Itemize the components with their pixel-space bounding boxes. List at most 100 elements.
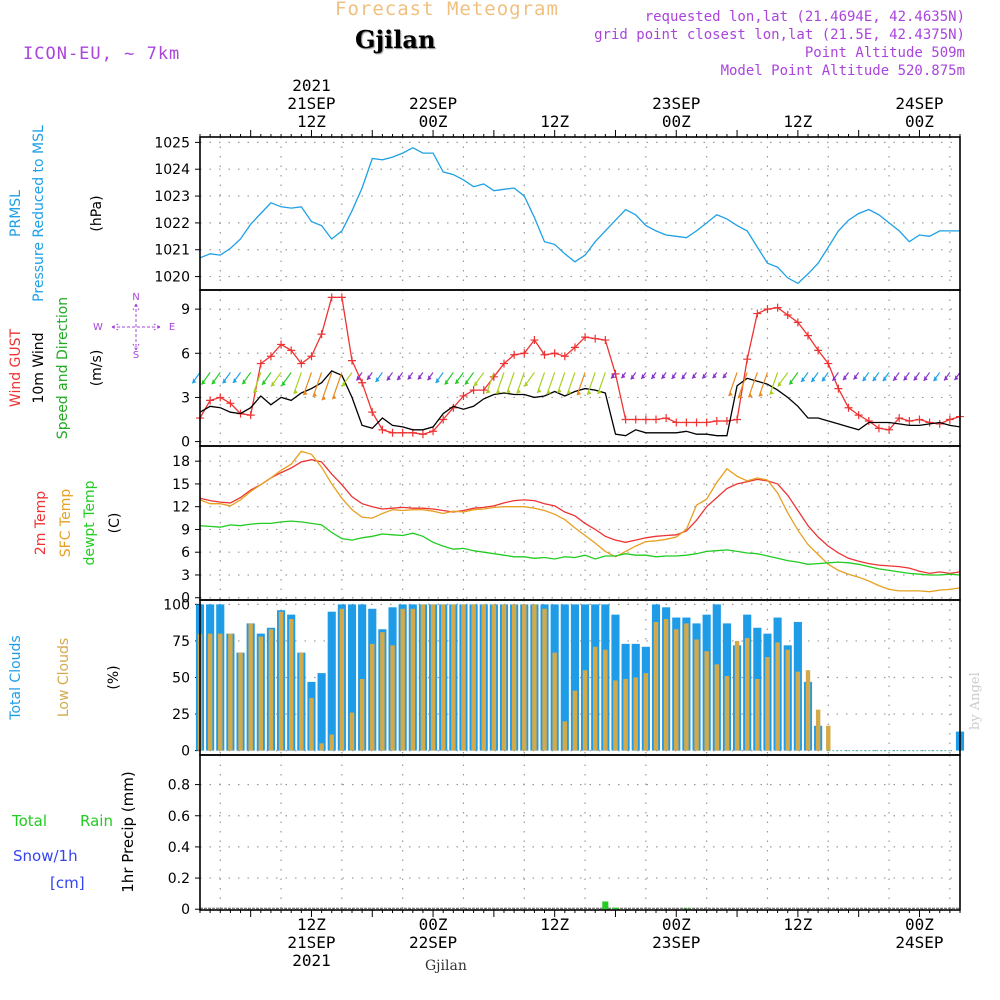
- total-cloud-bar: [570, 604, 579, 751]
- wind-arrow-head: [722, 373, 727, 379]
- y-tick-label: 6: [181, 545, 190, 561]
- location-title: Gjilan: [355, 25, 436, 54]
- ylabel-temperature-2: dewpt Temp: [82, 480, 98, 565]
- ylabel-temperature-1: SFC Temp: [58, 489, 74, 558]
- low-cloud-bar: [633, 677, 638, 751]
- wind-arrow-head: [271, 381, 276, 387]
- wind-arrow-head: [769, 389, 774, 395]
- ylabel-wind-2: Speed and Direction: [55, 297, 71, 439]
- wind-arrow-head: [232, 377, 237, 383]
- wind-arrow-head: [789, 379, 794, 385]
- low-cloud-bar: [795, 671, 801, 751]
- low-cloud-bar: [582, 670, 588, 751]
- low-cloud-bar: [562, 721, 568, 751]
- low-cloud-bar: [623, 678, 628, 751]
- gust-marker: [601, 336, 610, 345]
- bottom-time-label: 00Z: [419, 915, 448, 934]
- point-altitude: Point Altitude 509m: [804, 45, 965, 61]
- gust-marker: [611, 369, 620, 378]
- low-cloud-bar: [815, 709, 821, 751]
- wind-arrow-head: [444, 379, 449, 385]
- wind-arrow-head: [567, 389, 572, 395]
- gust-marker: [793, 318, 802, 327]
- meteogram-title: Forecast Meteogram: [335, 0, 559, 20]
- ylabel-temperature-0: 2m Temp: [33, 491, 49, 555]
- wind-arrow: [737, 372, 748, 399]
- gust-marker: [945, 415, 954, 424]
- low-cloud-bar: [218, 633, 223, 751]
- gust-marker: [682, 418, 691, 427]
- top-time-label: 21SEP: [287, 94, 335, 113]
- ylabel-pressure-0: PRMSL: [8, 190, 24, 237]
- ylabel-precip: 1hr Precip (mm): [119, 771, 137, 892]
- wind-arrow-head: [473, 381, 478, 387]
- wind-arrow-head: [496, 388, 501, 394]
- gust-marker: [429, 427, 438, 436]
- gust-marker: [631, 415, 640, 424]
- ylabel-wind-3: (m/s): [89, 350, 105, 387]
- gust-marker: [621, 415, 630, 424]
- bottom-time-label: 21SEP: [287, 933, 335, 952]
- y-tick-label: 12: [172, 500, 190, 516]
- gust-marker: [297, 359, 306, 368]
- gust-line: [199, 296, 961, 435]
- wind-line: [199, 370, 961, 437]
- y-tick-label: 9: [181, 302, 190, 318]
- wind-arrow-head: [312, 391, 317, 397]
- wind-arrow-head: [621, 373, 626, 379]
- ylabel-temperature-3: (C): [107, 513, 123, 534]
- requested-coords: requested lon,lat (21.4694E, 42.4635N): [644, 9, 965, 25]
- dewpt-line: [199, 520, 961, 576]
- low-cloud-bar: [704, 651, 709, 751]
- low-cloud-bar: [370, 643, 375, 751]
- top-time-label: 00Z: [419, 112, 448, 131]
- rain-bar: [612, 907, 619, 910]
- wind-arrow-head: [811, 377, 816, 383]
- wind-arrow-head: [801, 377, 806, 383]
- wind-arrow-head: [933, 376, 938, 382]
- wind-arrow-head: [832, 375, 837, 381]
- top-time-label: 12Z: [540, 112, 569, 131]
- gust-marker: [418, 430, 427, 439]
- gust-marker: [854, 411, 863, 420]
- low-cloud-bar: [319, 743, 324, 751]
- wind-arrow-head: [242, 379, 247, 385]
- wind-arrow-head: [728, 391, 733, 397]
- low-cloud-bar: [511, 604, 517, 751]
- low-cloud-bar: [765, 657, 770, 751]
- wind-arrow-head: [748, 392, 753, 398]
- temp2m-line: [199, 459, 961, 575]
- low-cloud-bar: [491, 604, 497, 751]
- ylabel-clouds-0: Total Clouds: [8, 635, 24, 720]
- low-cloud-bar: [258, 636, 264, 751]
- low-cloud-bar: [329, 734, 334, 751]
- gust-marker: [479, 386, 488, 395]
- wind-arrow-head: [547, 389, 552, 395]
- wind-arrow-head: [882, 376, 887, 382]
- wind-arrow-head: [641, 373, 646, 379]
- gust-marker: [804, 331, 812, 340]
- gust-marker: [378, 425, 387, 434]
- y-tick-label: 0: [181, 744, 190, 760]
- bottom-time-label: 24SEP: [895, 933, 943, 952]
- wind-arrow-head: [597, 388, 602, 394]
- top-time-label: 12Z: [783, 112, 812, 131]
- wind-arrow-head: [893, 375, 898, 381]
- gust-marker: [337, 293, 346, 302]
- gust-marker: [783, 311, 792, 320]
- compass-w: W: [93, 322, 103, 333]
- bottom-time-label: 00Z: [905, 915, 934, 934]
- gust-marker: [895, 414, 904, 423]
- top-time-label: 12Z: [297, 112, 326, 131]
- wind-arrow-head: [661, 373, 666, 379]
- low-cloud-bar: [775, 642, 780, 751]
- low-cloud-bar: [501, 604, 507, 751]
- footer-location: Gjilan: [425, 958, 467, 974]
- low-cloud-bar: [339, 608, 345, 751]
- y-tick-label: 100: [163, 597, 190, 613]
- gust-marker: [256, 359, 265, 368]
- gust-marker: [439, 415, 448, 424]
- y-tick-label: 0: [181, 591, 190, 607]
- y-tick-label: 1023: [154, 189, 190, 205]
- low-cloud-bar: [430, 604, 436, 751]
